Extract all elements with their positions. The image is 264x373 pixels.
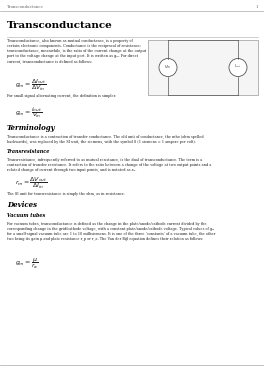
Circle shape	[159, 59, 177, 76]
Text: Transresistance: Transresistance	[7, 149, 50, 154]
Text: Vacuum tubes: Vacuum tubes	[7, 213, 45, 218]
Text: Transconductance, also known as mutual conductance, is a property of
certain ele: Transconductance, also known as mutual c…	[7, 39, 146, 63]
Text: For vacuum tubes, transconductance is defined as the change in the plate/anode/c: For vacuum tubes, transconductance is de…	[7, 222, 215, 241]
Text: $I_{out}$: $I_{out}$	[234, 63, 242, 70]
Text: $g_m = \dfrac{i_{out}}{v_{in}}$: $g_m = \dfrac{i_{out}}{v_{in}}$	[15, 105, 42, 120]
Text: Transconductance is a contraction of transfer conductance. The old unit of condu: Transconductance is a contraction of tra…	[7, 135, 204, 144]
Text: Transresistance, infrequently referred to as mutual resistance, is the dual of t: Transresistance, infrequently referred t…	[7, 158, 211, 172]
Text: $g_m = \dfrac{\Delta I_{out}}{\Delta V_{in}}$: $g_m = \dfrac{\Delta I_{out}}{\Delta V_{…	[15, 77, 46, 93]
Text: Devices: Devices	[7, 201, 37, 209]
Text: Transconductance: Transconductance	[7, 5, 44, 9]
Text: Transconductance: Transconductance	[7, 21, 113, 30]
Circle shape	[229, 59, 247, 76]
Text: $r_m = \dfrac{\Delta V_{out}}{\Delta I_{in}}$: $r_m = \dfrac{\Delta V_{out}}{\Delta I_{…	[15, 175, 48, 191]
Text: The SI unit for transresistance is simply the ohm, as in resistance.: The SI unit for transresistance is simpl…	[7, 192, 125, 196]
Text: 1: 1	[256, 5, 258, 9]
Text: $g_m = \dfrac{\mu}{r_a}$: $g_m = \dfrac{\mu}{r_a}$	[15, 256, 39, 271]
Text: Terminology: Terminology	[7, 124, 56, 132]
Text: For small signal alternating current, the definition is simpler:: For small signal alternating current, th…	[7, 94, 116, 98]
FancyBboxPatch shape	[148, 40, 258, 95]
Text: $V_{in}$: $V_{in}$	[163, 64, 171, 71]
